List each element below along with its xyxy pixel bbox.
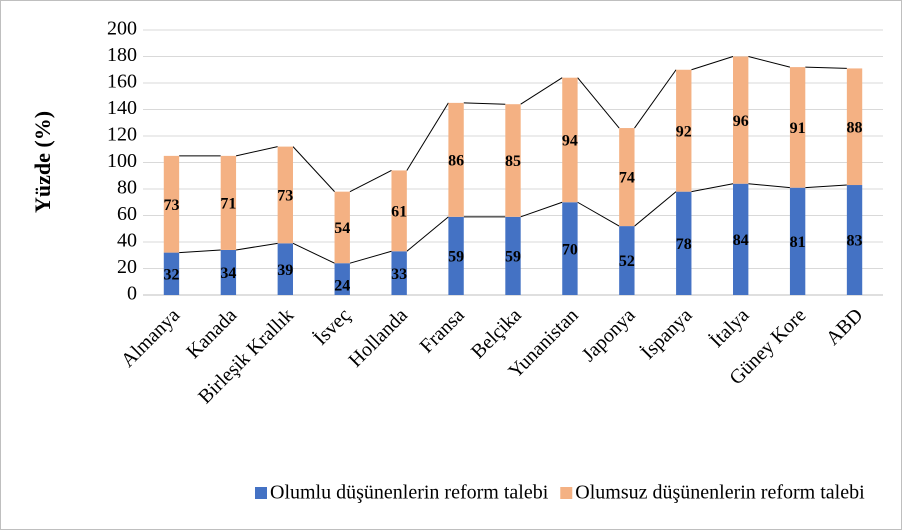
series-line: [292, 242, 335, 264]
data-label: 54: [334, 220, 350, 237]
bar-segment: [846, 185, 863, 295]
bar-segment: [391, 170, 407, 252]
data-label: 91: [790, 120, 806, 137]
y-tick-label: 140: [107, 97, 137, 119]
bar-segment: [334, 191, 350, 264]
data-label: 34: [220, 265, 236, 282]
y-tick-label: 120: [107, 124, 137, 146]
series-line: [634, 191, 677, 227]
bar-segment: [505, 216, 521, 295]
data-label: 52: [619, 253, 635, 270]
data-label: 61: [391, 204, 407, 221]
bar-segment: [789, 67, 806, 188]
bar-segment: [846, 68, 863, 186]
y-tick-label: 20: [117, 256, 137, 278]
data-label: 24: [334, 278, 350, 295]
series-line: [748, 56, 791, 68]
data-label: 74: [619, 170, 635, 187]
series-line: [235, 146, 278, 157]
bar-segment: [676, 69, 692, 192]
legend-swatch: [255, 487, 267, 499]
y-tick-label: 80: [117, 177, 137, 199]
data-label: 84: [733, 232, 749, 249]
data-label: 96: [733, 113, 749, 130]
data-label: 83: [847, 233, 863, 250]
series-line: [691, 56, 734, 71]
bar-segment: [163, 155, 180, 253]
data-label: 32: [163, 266, 179, 283]
y-tick-label: 40: [117, 230, 137, 252]
data-label: 88: [847, 119, 863, 136]
bar-segment: [789, 187, 806, 295]
bar-segment: [733, 183, 749, 295]
data-label: 71: [220, 196, 236, 213]
bar-segment: [562, 202, 578, 295]
bar-segment: [277, 243, 293, 295]
bar-segment: [619, 226, 635, 295]
data-label: 70: [562, 241, 578, 258]
bar-segment: [220, 249, 237, 295]
y-tick-label: 60: [117, 203, 137, 225]
series-line: [179, 249, 221, 254]
bar-segment: [619, 128, 635, 227]
series-line: [805, 184, 847, 189]
y-tick-label: 0: [127, 283, 137, 305]
data-label: 33: [391, 266, 407, 283]
y-tick-label: 180: [107, 44, 137, 66]
data-label: 59: [448, 249, 464, 266]
series-line: [406, 216, 449, 252]
data-label: 73: [277, 188, 293, 205]
data-label: 73: [163, 197, 179, 214]
series-line: [463, 102, 506, 105]
data-label: 85: [505, 153, 521, 170]
bar-segment: [562, 77, 578, 203]
series-line: [520, 77, 563, 105]
series-line: [406, 102, 449, 171]
y-axis-label: Yüzde (%): [30, 111, 55, 213]
legend-label: Olumlu düşünenlerin reform talebi: [270, 482, 549, 504]
series-line: [577, 201, 620, 227]
data-label: 81: [790, 234, 806, 251]
y-tick-label: 100: [107, 150, 137, 172]
bar-segment: [391, 251, 407, 295]
bar-segment: [733, 56, 749, 184]
series-line: [520, 201, 563, 218]
bar-segment: [676, 191, 692, 295]
data-label: 59: [505, 249, 521, 266]
bar-segment: [334, 263, 350, 295]
bar-segment: [448, 102, 464, 217]
bar-segment: [505, 104, 521, 217]
series-line: [292, 146, 335, 192]
bar-segment: [448, 216, 464, 295]
legend-label: Olumsuz düşünenlerin reform talebi: [575, 482, 865, 504]
bar-segment: [220, 155, 237, 250]
series-line: [691, 183, 734, 193]
series-line: [349, 170, 392, 193]
data-label: 86: [448, 153, 464, 170]
series-line: [577, 77, 620, 129]
series-line: [805, 66, 847, 69]
data-label: 92: [676, 123, 692, 140]
y-tick-label: 160: [107, 71, 137, 93]
bar-segment: [277, 146, 293, 244]
data-label: 78: [676, 236, 692, 253]
series-line: [748, 183, 790, 189]
series-line: [634, 69, 677, 129]
y-tick-label: 200: [107, 18, 137, 40]
data-label: 39: [277, 262, 293, 279]
data-label: 94: [562, 133, 578, 150]
bar-segment: [163, 252, 180, 295]
series-line: [349, 250, 392, 264]
series-line: [235, 242, 278, 251]
legend-swatch: [560, 487, 573, 499]
